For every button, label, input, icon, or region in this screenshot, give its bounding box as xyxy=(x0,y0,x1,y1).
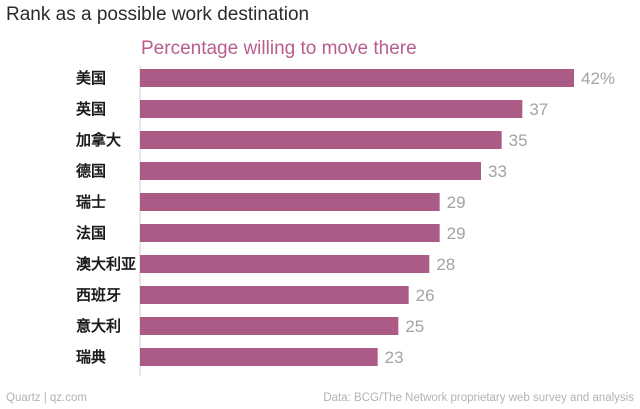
category-label: 德国 xyxy=(76,162,106,180)
category-label: 法国 xyxy=(76,224,106,242)
value-label: 26 xyxy=(416,286,435,305)
bars-group: 美国 42% 英国 37 加拿大 35 德国 33 瑞士 29 法国 29 澳大利亚 28 西班牙 26 意大利… xyxy=(75,69,615,367)
bar-6 xyxy=(140,255,430,273)
footer-credit: Quartz | qz.com xyxy=(6,392,87,404)
value-label: 33 xyxy=(488,162,507,181)
bar-2 xyxy=(140,131,502,149)
category-label: 加拿大 xyxy=(75,131,121,149)
category-label: 瑞士 xyxy=(76,193,106,211)
bar-0 xyxy=(140,69,574,87)
chart-title: Rank as a possible work destination xyxy=(6,4,310,25)
chart-subtitle: Percentage willing to move there xyxy=(141,38,417,59)
bar-5 xyxy=(140,224,440,242)
category-label: 瑞典 xyxy=(76,348,106,366)
category-label: 意大利 xyxy=(76,317,121,335)
category-label: 英国 xyxy=(76,100,106,118)
value-label: 37 xyxy=(529,100,548,119)
value-label: 29 xyxy=(447,224,466,243)
value-label: 23 xyxy=(385,348,404,367)
value-label: 29 xyxy=(447,193,466,212)
value-label: 42% xyxy=(581,69,615,88)
value-label: 25 xyxy=(405,317,424,336)
bar-4 xyxy=(140,193,440,211)
bar-7 xyxy=(140,286,409,304)
value-label: 35 xyxy=(509,131,528,150)
bar-1 xyxy=(140,100,523,118)
bar-8 xyxy=(140,317,399,335)
bar-3 xyxy=(140,162,481,180)
footer-source: Data: BCG/The Network proprietary web su… xyxy=(323,392,634,404)
category-label: 美国 xyxy=(76,69,106,87)
bar-9 xyxy=(140,348,378,366)
category-label: 西班牙 xyxy=(76,286,121,304)
value-label: 28 xyxy=(436,255,455,274)
category-label: 澳大利亚 xyxy=(76,255,136,273)
